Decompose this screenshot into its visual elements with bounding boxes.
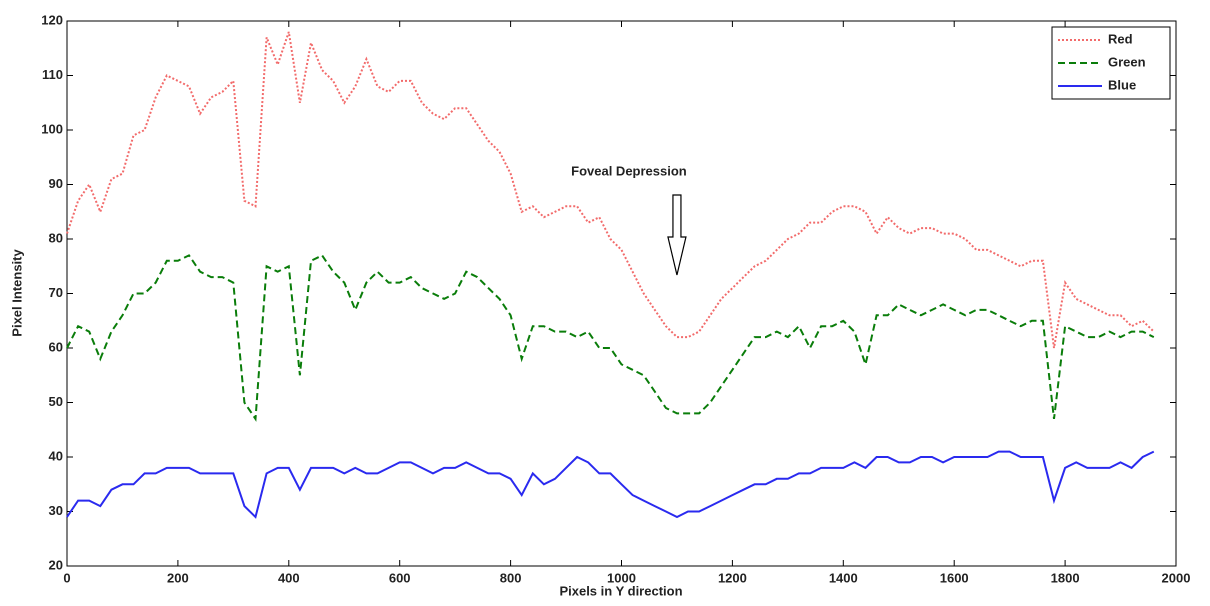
y-tick-label: 90 <box>49 176 63 191</box>
y-tick-label: 50 <box>49 394 63 409</box>
legend-label: Green <box>1108 54 1146 69</box>
annotation-arrow <box>667 194 687 276</box>
x-axis-label: Pixels in Y direction <box>559 583 682 598</box>
x-tick-label: 1800 <box>1051 570 1080 585</box>
annotation: Foveal Depression <box>571 163 687 178</box>
plot-frame <box>66 20 1177 567</box>
x-tick-label: 1400 <box>829 570 858 585</box>
series-line <box>66 31 1155 349</box>
x-tick-label: 600 <box>389 570 411 585</box>
legend-label: Red <box>1108 31 1133 46</box>
y-tick-label: 40 <box>49 448 63 463</box>
x-tick-label: 0 <box>63 570 70 585</box>
y-tick-label: 80 <box>49 230 63 245</box>
y-axis-label: Pixel Intensity <box>9 249 24 337</box>
legend-label: Blue <box>1108 77 1136 92</box>
x-tick-label: 2000 <box>1162 570 1191 585</box>
x-tick-label: 400 <box>278 570 300 585</box>
y-tick-label: 110 <box>42 67 63 82</box>
x-tick-label: 1200 <box>718 570 747 585</box>
y-tick-label: 100 <box>41 121 63 136</box>
y-tick-label: 20 <box>49 557 63 572</box>
y-tick-label: 30 <box>49 503 63 518</box>
series-line <box>66 450 1155 519</box>
x-tick-label: 1000 <box>607 570 636 585</box>
x-tick-label: 1600 <box>940 570 969 585</box>
x-tick-label: 200 <box>167 570 189 585</box>
series-line <box>66 254 1155 422</box>
y-tick-label: 70 <box>49 285 63 300</box>
y-tick-label: 120 <box>41 12 63 27</box>
y-tick-label: 60 <box>49 339 63 354</box>
x-tick-label: 800 <box>500 570 522 585</box>
